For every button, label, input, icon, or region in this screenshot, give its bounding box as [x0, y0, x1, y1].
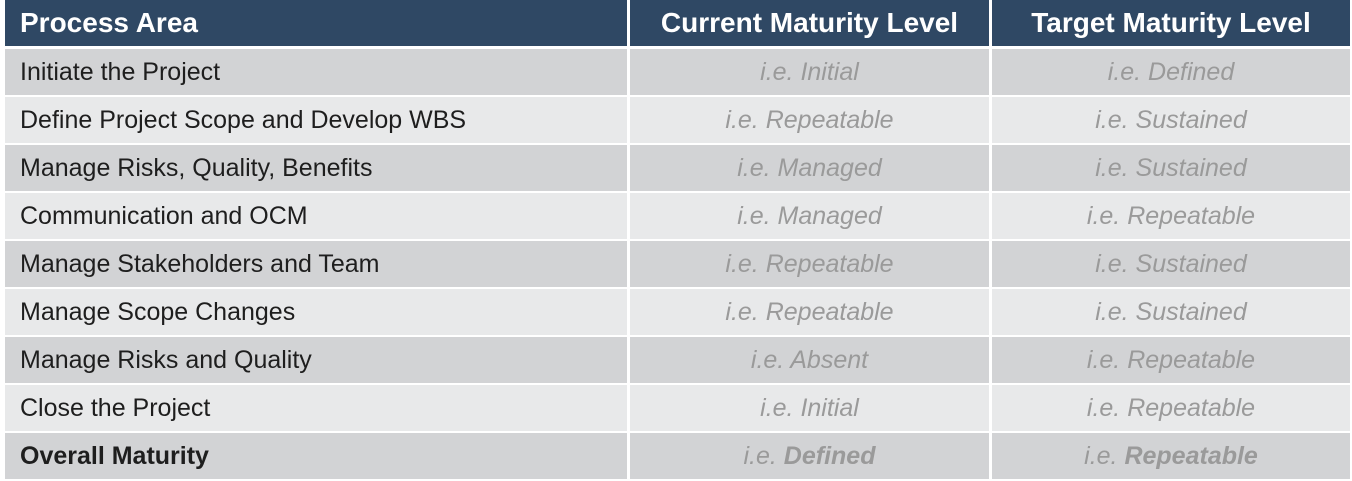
overall-current-prefix: i.e.	[743, 441, 784, 470]
table-row: Close the Project i.e. Initial i.e. Repe…	[5, 385, 1350, 433]
target-level-cell: i.e. Sustained	[989, 241, 1350, 289]
process-area-cell: Close the Project	[5, 385, 627, 433]
table-row: Manage Risks and Quality i.e. Absent i.e…	[5, 337, 1350, 385]
header-row: Process Area Current Maturity Level Targ…	[5, 0, 1350, 49]
process-area-cell: Initiate the Project	[5, 49, 627, 97]
table-row: Manage Scope Changes i.e. Repeatable i.e…	[5, 289, 1350, 337]
current-level-cell: i.e. Repeatable	[627, 289, 989, 337]
maturity-table: Process Area Current Maturity Level Targ…	[5, 0, 1350, 481]
current-level-cell: i.e. Repeatable	[627, 241, 989, 289]
process-area-cell: Manage Scope Changes	[5, 289, 627, 337]
overall-current-value: Defined	[783, 441, 876, 470]
table-row: Manage Risks, Quality, Benefits i.e. Man…	[5, 145, 1350, 193]
target-level-cell: i.e. Repeatable	[989, 337, 1350, 385]
overall-target-level-cell: i.e. Repeatable	[989, 433, 1350, 481]
target-level-cell: i.e. Sustained	[989, 97, 1350, 145]
overall-target-prefix: i.e.	[1084, 441, 1125, 470]
process-area-cell: Communication and OCM	[5, 193, 627, 241]
header-current-maturity-level: Current Maturity Level	[627, 0, 989, 49]
overall-current-level-cell: i.e. Defined	[627, 433, 989, 481]
overall-target-value: Repeatable	[1124, 441, 1258, 470]
current-level-cell: i.e. Initial	[627, 49, 989, 97]
target-level-cell: i.e. Defined	[989, 49, 1350, 97]
table-row: Initiate the Project i.e. Initial i.e. D…	[5, 49, 1350, 97]
process-area-cell: Manage Risks and Quality	[5, 337, 627, 385]
header-process-area: Process Area	[5, 0, 627, 49]
table-row: Manage Stakeholders and Team i.e. Repeat…	[5, 241, 1350, 289]
overall-maturity-label: Overall Maturity	[5, 433, 627, 481]
current-level-cell: i.e. Initial	[627, 385, 989, 433]
current-level-cell: i.e. Repeatable	[627, 97, 989, 145]
target-level-cell: i.e. Repeatable	[989, 385, 1350, 433]
current-level-cell: i.e. Managed	[627, 145, 989, 193]
table-row: Define Project Scope and Develop WBS i.e…	[5, 97, 1350, 145]
target-level-cell: i.e. Sustained	[989, 289, 1350, 337]
process-area-cell: Manage Risks, Quality, Benefits	[5, 145, 627, 193]
table-row: Communication and OCM i.e. Managed i.e. …	[5, 193, 1350, 241]
header-target-maturity-level: Target Maturity Level	[989, 0, 1350, 49]
process-area-cell: Define Project Scope and Develop WBS	[5, 97, 627, 145]
target-level-cell: i.e. Sustained	[989, 145, 1350, 193]
current-level-cell: i.e. Managed	[627, 193, 989, 241]
target-level-cell: i.e. Repeatable	[989, 193, 1350, 241]
overall-maturity-row: Overall Maturity i.e. Defined i.e. Repea…	[5, 433, 1350, 481]
current-level-cell: i.e. Absent	[627, 337, 989, 385]
process-area-cell: Manage Stakeholders and Team	[5, 241, 627, 289]
